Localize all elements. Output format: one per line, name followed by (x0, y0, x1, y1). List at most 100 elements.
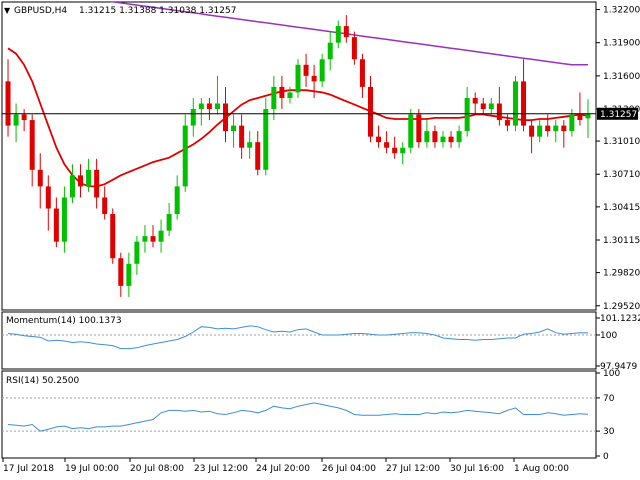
candle-body (142, 236, 148, 242)
candle (416, 109, 422, 148)
candle (102, 186, 108, 220)
candle-body (214, 103, 220, 110)
candle-body (400, 147, 406, 154)
candle (384, 131, 390, 154)
candle (359, 53, 365, 98)
candle (94, 158, 100, 209)
candle (464, 86, 470, 137)
candle (158, 219, 164, 253)
candle-body (45, 186, 51, 209)
candle-body (327, 42, 333, 60)
candle-body (287, 92, 293, 98)
momentum-label: Momentum(14) 100.1373 (6, 316, 122, 326)
candle-body (206, 103, 212, 110)
candle (303, 53, 309, 87)
price-tick-label: 1.30710 (603, 170, 640, 180)
slow-ma-polyline (108, 2, 588, 66)
candle (327, 31, 333, 71)
rsi-line (7, 402, 589, 432)
candle-body (126, 263, 132, 286)
candle-body (94, 169, 100, 198)
candle-body (376, 136, 382, 143)
rsi-tick-label: 0 (603, 452, 609, 462)
candle-body (174, 186, 180, 215)
candle (504, 114, 510, 132)
price-tick-label: 1.30115 (603, 236, 640, 246)
candle (376, 125, 382, 148)
time-tick-label: 19 Jul 00:00 (65, 464, 119, 474)
candle-body (577, 114, 583, 121)
candle-body (166, 214, 172, 231)
candle (496, 86, 502, 126)
candle-body (367, 86, 373, 137)
rsi-label: RSI(14) 50.2500 (6, 376, 79, 386)
candle-body (496, 103, 502, 121)
candle (392, 136, 398, 159)
time-tick-label: 23 Jul 12:00 (194, 464, 248, 474)
candle (279, 75, 285, 110)
time-tick-label: 20 Jul 08:00 (130, 464, 184, 474)
candle (488, 97, 494, 115)
candle (521, 59, 527, 132)
time-tick-label: 1 Aug 00:00 (514, 464, 569, 474)
candle-body (416, 114, 422, 143)
candle-body (351, 37, 357, 60)
candle (247, 131, 253, 159)
candle-body (231, 125, 237, 132)
candle-body (263, 109, 269, 170)
chart-menu-arrow-icon[interactable]: ▼ (4, 6, 11, 15)
candle-body (456, 131, 462, 143)
candle (255, 131, 261, 176)
candle-body (158, 230, 164, 242)
candle (529, 120, 535, 154)
candle-body (392, 147, 398, 154)
candle (440, 131, 446, 148)
candle-body (521, 81, 527, 126)
candle (29, 114, 35, 187)
candle-body (134, 241, 140, 264)
candle-body (110, 214, 116, 259)
candle (13, 103, 19, 143)
candle-body (69, 175, 75, 198)
candle (45, 175, 51, 231)
candle-body (464, 97, 470, 132)
slow-moving-average-line (108, 2, 588, 66)
rsi-tick-label: 70 (603, 394, 615, 404)
symbol-label: GBPUSD,H4 (14, 6, 67, 16)
candle (166, 202, 172, 237)
candle (86, 158, 92, 192)
candle-body (512, 81, 518, 126)
candle (424, 120, 430, 148)
price-tick-label: 1.31010 (603, 137, 640, 147)
candle (198, 97, 204, 126)
candle-body (432, 131, 438, 143)
momentum-line (7, 325, 589, 350)
candle (174, 175, 180, 220)
candle-body (448, 136, 454, 143)
time-axis: 17 Jul 2018 19 Jul 00:00 20 Jul 08:00 23 Ju… (2, 458, 569, 474)
candle-body (553, 125, 559, 132)
candle (118, 252, 124, 297)
price-axis: 1.322001.319001.316001.313001.310101.307… (596, 6, 640, 312)
time-tick-label: 30 Jul 16:00 (450, 464, 504, 474)
candle-body (569, 114, 575, 132)
time-tick-label: 17 Jul 2018 (3, 464, 54, 474)
candle (480, 97, 486, 115)
candle-body (86, 169, 92, 187)
candle-body (472, 97, 478, 104)
candle (231, 114, 237, 148)
candle-body (255, 142, 261, 170)
candle (126, 252, 132, 297)
time-tick-label: 27 Jul 12:00 (386, 464, 440, 474)
candle (223, 86, 229, 143)
candle-body (247, 142, 253, 148)
candle (239, 114, 245, 159)
candle-body (13, 114, 19, 126)
candle (134, 236, 140, 275)
candle (545, 114, 551, 137)
candle (343, 15, 349, 43)
candle-body (440, 136, 446, 143)
momentum-panel: 101.1232 100 97.9479 Momentum(14) 100.1373 (1, 311, 640, 372)
candle (335, 20, 341, 49)
price-tick-label: 1.29820 (603, 269, 640, 279)
